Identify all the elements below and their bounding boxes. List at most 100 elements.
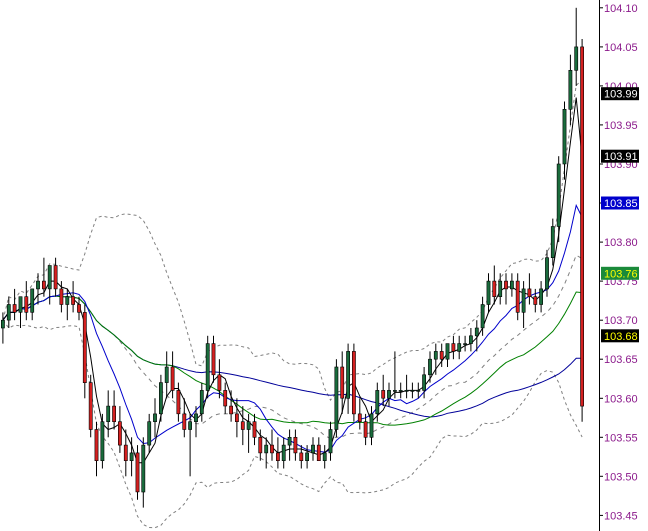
candle-body	[123, 444, 128, 462]
price-marker-bg	[601, 266, 639, 280]
candle	[94, 421, 99, 477]
candle-body	[18, 296, 23, 313]
price-tick-label: 103.65	[604, 354, 638, 366]
candle	[194, 406, 198, 438]
candle	[153, 398, 157, 438]
candle	[176, 382, 181, 422]
candle	[258, 429, 263, 461]
candle	[164, 351, 169, 399]
candle-body	[521, 288, 526, 313]
candle	[135, 445, 140, 500]
candle-body	[527, 288, 532, 297]
price-marker: 103.68	[601, 329, 639, 343]
candle	[562, 101, 567, 180]
candle	[545, 249, 549, 297]
candle	[36, 273, 40, 305]
candle	[550, 218, 555, 266]
price-tick-label: 103.45	[604, 510, 638, 522]
candle	[457, 335, 462, 360]
candle	[340, 351, 345, 414]
candle	[498, 273, 503, 305]
candle-body	[457, 343, 462, 352]
price-marker-bg	[601, 87, 639, 101]
candle	[18, 296, 23, 328]
candle	[439, 343, 444, 367]
candle-body	[515, 280, 520, 313]
candle	[433, 343, 438, 375]
candle-body	[574, 46, 579, 71]
candle	[410, 382, 415, 399]
middle-band	[2, 254, 583, 440]
candle	[264, 437, 269, 469]
price-tick-label: 103.55	[604, 432, 638, 444]
candle-body	[270, 444, 274, 454]
candle	[351, 343, 356, 422]
candle	[270, 429, 274, 461]
price-tick-label: 103.50	[604, 471, 638, 483]
price-marker: 103.99	[601, 87, 639, 101]
candle-body	[299, 452, 304, 461]
candle	[223, 382, 228, 414]
candle-body	[445, 343, 450, 360]
candle-body	[77, 304, 81, 313]
candle	[387, 382, 391, 407]
candle-body	[509, 280, 514, 290]
candle-body	[398, 390, 403, 392]
candle	[275, 437, 280, 469]
candle	[188, 413, 193, 477]
candle	[398, 382, 403, 399]
candle	[100, 413, 105, 469]
candle-body	[486, 280, 491, 305]
candle-body	[334, 366, 339, 430]
price-tick-label: 104.10	[604, 3, 638, 15]
candle-body	[363, 421, 368, 438]
candle-body	[480, 304, 485, 329]
candle-body	[410, 390, 415, 392]
candle	[375, 382, 380, 422]
candle-body	[287, 436, 292, 446]
candle-body	[580, 46, 585, 407]
candle-body	[153, 413, 157, 422]
candle	[509, 273, 514, 297]
candle	[556, 156, 561, 243]
price-tick-label: 104.05	[604, 42, 638, 54]
candle	[492, 265, 497, 305]
candle-body	[182, 413, 187, 430]
candle	[159, 374, 163, 422]
candle	[252, 413, 257, 446]
price-marker-text: 103.85	[604, 198, 638, 210]
candle-body	[468, 335, 473, 344]
price-marker: 103.85	[601, 196, 639, 210]
candle-body	[252, 421, 257, 438]
candle	[486, 273, 491, 313]
price-marker-text: 103.76	[604, 268, 638, 280]
candle	[539, 281, 544, 313]
candle-body	[41, 280, 46, 290]
candle-body	[556, 163, 561, 227]
candle	[474, 320, 479, 352]
candle-body	[474, 327, 479, 337]
candle-body	[170, 366, 175, 391]
candle-body	[194, 413, 198, 422]
candle	[328, 421, 333, 461]
candle	[170, 351, 175, 399]
candle-body	[223, 390, 228, 407]
candle-body	[71, 296, 76, 305]
lower-band	[2, 319, 583, 529]
candle-body	[24, 296, 29, 313]
candle	[451, 335, 456, 360]
ma-green-line	[2, 291, 583, 426]
candle-body	[463, 343, 468, 345]
candle	[445, 343, 450, 367]
candle-body	[539, 288, 544, 305]
candle-body	[65, 296, 70, 305]
candle	[30, 288, 35, 321]
candle	[322, 445, 327, 469]
candle	[129, 437, 134, 477]
candle-body	[94, 429, 99, 462]
candle	[235, 398, 239, 438]
ma-blue-line	[2, 203, 583, 453]
candle	[369, 406, 374, 446]
candle-body	[217, 374, 222, 391]
